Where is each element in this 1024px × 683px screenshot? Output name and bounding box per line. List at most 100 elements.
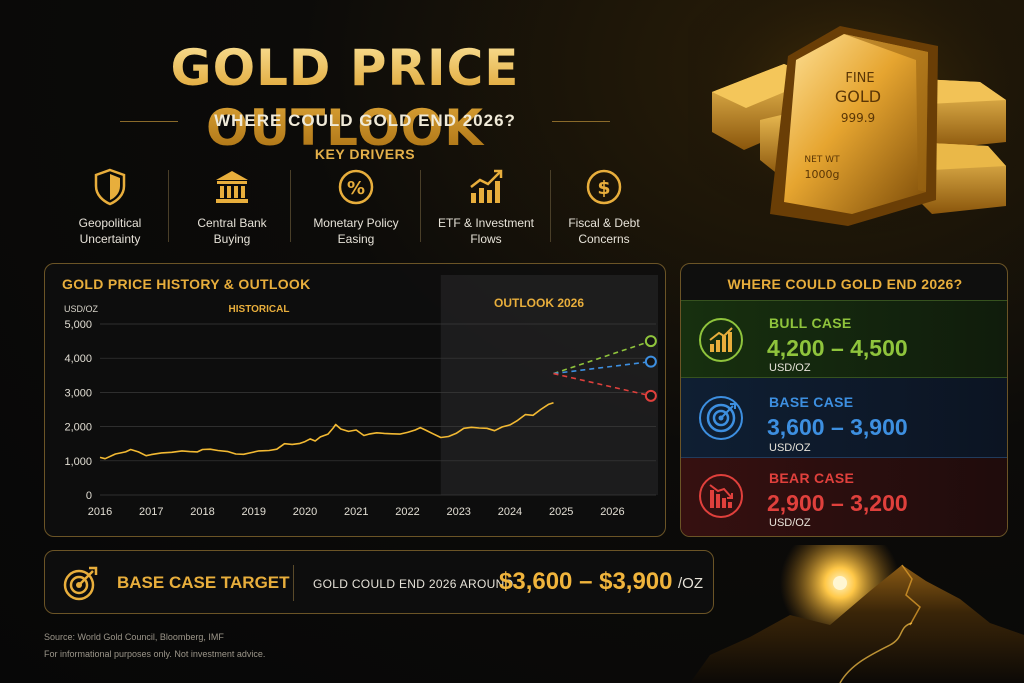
x-tick-label: 2017: [139, 506, 163, 518]
bear-case-unit: USD/OZ: [769, 517, 811, 529]
scenarios-title: WHERE COULD GOLD END 2026?: [727, 276, 963, 292]
x-tick-label: 2018: [190, 506, 214, 518]
base-case-line: [553, 360, 651, 375]
x-axis-ticks: 2016 2017 2018 2019 2020 2021 2022 2023 2024 2025…: [88, 506, 625, 518]
outlook-region-label: OUTLOOK 2026: [494, 296, 584, 310]
driver-divider: [550, 170, 551, 242]
bear-case-line: [553, 372, 652, 397]
base-case-endpoint: [644, 355, 657, 368]
svg-text:$: $: [597, 177, 610, 199]
x-tick-label: 2023: [446, 506, 470, 518]
y-tick-label: 2,000: [64, 422, 92, 434]
base-case-unit: USD/OZ: [769, 442, 811, 454]
target-divider: [293, 565, 294, 601]
base-case-range: 3,600 – 3,900: [767, 414, 908, 440]
bear-case-endpoint: [644, 389, 657, 402]
x-tick-label: 2025: [549, 506, 573, 518]
chart-series: [99, 335, 657, 460]
driver-fiscal-debt: $ Fiscal & Debt Concerns: [544, 165, 664, 250]
disclaimer-note: For informational purposes only. Not inv…: [44, 649, 266, 659]
target-icon: [63, 566, 98, 601]
shield-icon: [94, 168, 126, 206]
dollar-coin-icon: $: [586, 169, 622, 205]
y-tick-label: 4,000: [64, 353, 92, 365]
y-tick-label: 3,000: [64, 387, 92, 399]
bank-icon: [216, 171, 248, 203]
source-note: Source: World Gold Council, Bloomberg, I…: [44, 632, 224, 642]
bear-case-range: 2,900 – 3,200: [767, 490, 908, 516]
driver-label-line1: Fiscal & Debt: [568, 216, 640, 230]
driver-label-line2: Buying: [213, 232, 251, 246]
target-icon: [699, 396, 743, 440]
percent-icon: %: [338, 169, 374, 205]
mountain-sunset-image: [690, 545, 1024, 683]
gold-bars-image: FINE GOLD 999.9 NET WT 1000g: [688, 0, 1024, 240]
historical-region-label: HISTORICAL: [229, 304, 290, 315]
x-tick-label: 2022: [395, 506, 419, 518]
target-description: GOLD COULD END 2026 AROUND: [313, 577, 514, 591]
outlook-shading: [440, 275, 658, 495]
x-tick-label: 2026: [600, 506, 624, 518]
driver-monetary-policy: % Monetary Policy Easing: [296, 165, 416, 250]
bull-case-card: BULL CASE 4,200 – 4,500 USD/OZ: [681, 300, 1007, 378]
base-case-card: BASE CASE 3,600 – 3,900 USD/OZ: [681, 378, 1007, 458]
x-tick-label: 2021: [344, 506, 368, 518]
base-case-name: BASE CASE: [769, 394, 854, 410]
page-title: GOLD PRICE OUTLOOK: [40, 38, 650, 158]
target-unit: /OZ: [678, 575, 703, 592]
bull-case-name: BULL CASE: [769, 315, 852, 331]
driver-label-line2: Flows: [470, 232, 502, 246]
driver-divider: [290, 170, 291, 242]
driver-geopolitical: Geopolitical Uncertainty: [50, 165, 170, 250]
y-axis-label: USD/OZ: [64, 304, 99, 314]
gold-bar-text-gold: GOLD: [835, 87, 881, 106]
driver-etf-flows: ETF & Investment Flows: [426, 165, 546, 250]
key-drivers-heading: KEY DRIVERS: [314, 146, 416, 162]
bull-case-unit: USD/OZ: [769, 362, 811, 374]
y-tick-label: 5,000: [64, 319, 92, 331]
y-tick-label: 1,000: [64, 456, 92, 468]
chart-title: GOLD PRICE HISTORY & OUTLOOK: [62, 276, 311, 292]
driver-label-line2: Uncertainty: [79, 232, 141, 246]
chart-grid: [100, 323, 656, 496]
target-range: $3,600 – $3,900: [499, 568, 673, 595]
gold-bar-text-netwt: NET WT: [804, 155, 840, 165]
y-axis-ticks: 0 1,000 2,000 3,000 4,000 5,000: [64, 319, 92, 502]
gold-bar-text-purity: 999.9: [841, 111, 875, 125]
bear-case-name: BEAR CASE: [769, 470, 855, 486]
driver-divider: [168, 170, 169, 242]
growth-chart-icon: [470, 169, 503, 203]
driver-label-line2: Concerns: [578, 232, 630, 246]
bull-case-range: 4,200 – 4,500: [767, 335, 908, 361]
driver-label-line1: Geopolitical: [78, 216, 142, 230]
base-case-target-banner: BASE CASE TARGET GOLD COULD END 2026 ARO…: [44, 550, 714, 614]
subtitle-rule-left: [120, 121, 178, 122]
driver-label-line2: Easing: [337, 232, 375, 246]
driver-divider: [420, 170, 421, 242]
bull-case-line: [553, 340, 652, 375]
driver-label-line1: Central Bank: [197, 216, 267, 230]
bear-case-card: BEAR CASE 2,900 – 3,200 USD/OZ: [681, 458, 1007, 536]
driver-central-bank: Central Bank Buying: [172, 165, 292, 250]
page-subtitle: WHERE COULD GOLD END 2026?: [214, 111, 516, 130]
x-tick-label: 2016: [88, 506, 112, 518]
outlook-region: [440, 275, 658, 495]
svg-text:%: %: [347, 178, 365, 199]
x-tick-label: 2019: [241, 506, 265, 518]
gold-bar-text-fine: FINE: [845, 71, 874, 86]
bull-case-endpoint: [644, 335, 657, 348]
target-label: BASE CASE TARGET: [117, 573, 290, 592]
x-tick-label: 2024: [498, 506, 522, 518]
gold-bar-text-weight: 1000g: [805, 168, 840, 181]
scenarios-panel: WHERE COULD GOLD END 2026? BULL CASE 4,2…: [680, 263, 1008, 537]
bar-chart-down-icon: [699, 474, 743, 518]
y-tick-label: 0: [86, 490, 92, 502]
key-drivers-list: Geopolitical Uncertainty Central Bank Buyi…: [50, 165, 650, 250]
driver-label-line1: ETF & Investment: [437, 216, 535, 230]
historical-price-line: [99, 401, 554, 460]
driver-label-line1: Monetary Policy: [313, 216, 399, 230]
x-tick-label: 2020: [293, 506, 317, 518]
subtitle-rule-right: [552, 121, 610, 122]
subtitle-row: WHERE COULD GOLD END 2026?: [120, 110, 610, 132]
